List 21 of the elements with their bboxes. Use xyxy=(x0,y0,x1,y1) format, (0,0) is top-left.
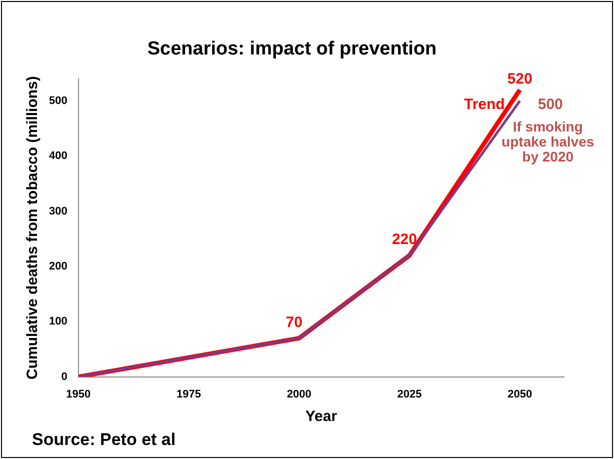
y-tick-label: 300 xyxy=(48,205,68,218)
data-label: 500 xyxy=(538,96,563,114)
data-label: 70 xyxy=(286,314,302,331)
y-tick-label: 400 xyxy=(48,150,68,162)
y-tick-label: 200 xyxy=(48,260,68,272)
series-label: Trend xyxy=(464,96,505,113)
series-label: If smoking uptake halves by 2020 xyxy=(502,118,594,165)
y-axis-title: Cumulative deaths from tobacco (millions) xyxy=(24,76,42,380)
x-tick-label: 2000 xyxy=(286,388,312,400)
x-axis-title: Year xyxy=(305,408,338,426)
y-tick-label: 500 xyxy=(48,94,68,107)
data-label: 220 xyxy=(392,231,417,248)
source-note: Source: Peto et al xyxy=(32,430,176,450)
y-tick-label: 0 xyxy=(61,370,68,383)
x-tick-label: 2050 xyxy=(508,388,532,400)
y-tick-label: 100 xyxy=(48,316,68,328)
data-label: 520 xyxy=(507,70,532,88)
x-tick-label: 2025 xyxy=(397,388,422,400)
x-tick-label: 1950 xyxy=(66,388,91,400)
x-tick-label: 1975 xyxy=(176,388,201,400)
chart-title: Scenarios: impact of prevention xyxy=(147,38,437,60)
